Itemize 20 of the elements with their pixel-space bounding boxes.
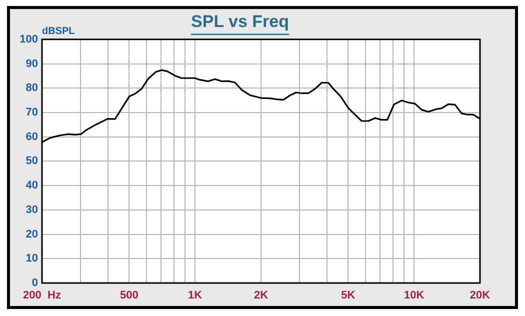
x-tick-label: 200 Hz xyxy=(23,290,62,302)
x-tick-label: 5K xyxy=(341,290,356,302)
y-tick-label: 50 xyxy=(26,155,38,168)
y-axis-title: dBSPL xyxy=(42,26,75,38)
x-tick-label: 500 xyxy=(120,290,138,302)
x-tick-label: 10K xyxy=(404,290,424,302)
y-tick-label: 0 xyxy=(32,277,38,290)
y-tick-label: 100 xyxy=(20,33,38,46)
chart-title: SPL vs Freq xyxy=(191,12,289,31)
y-tick-label: 80 xyxy=(26,82,38,94)
x-tick-label: 2K xyxy=(254,290,268,302)
x-tick-label: 1K xyxy=(188,290,202,302)
y-tick-label: 70 xyxy=(26,106,38,119)
y-tick-label: 30 xyxy=(26,204,38,216)
x-tick-label: 20K xyxy=(470,290,490,302)
y-tick-label: 20 xyxy=(26,228,38,240)
y-tick-label: 90 xyxy=(26,58,38,70)
y-tick-label: 60 xyxy=(26,130,38,143)
y-tick-label: 10 xyxy=(26,252,38,265)
y-tick-label: 40 xyxy=(26,180,38,192)
